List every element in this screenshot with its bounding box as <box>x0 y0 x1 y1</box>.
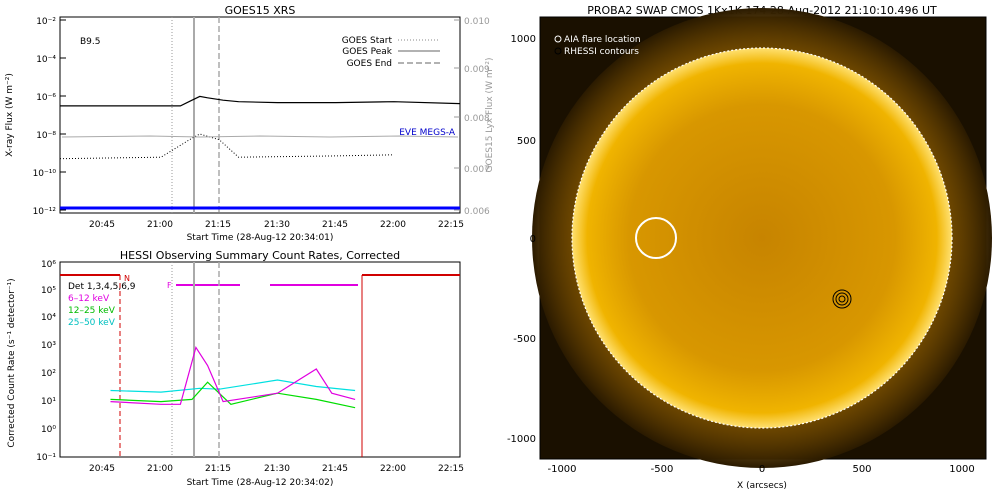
goes-legend-start: GOES Start <box>342 36 393 46</box>
hessi-yt-3: 10² <box>41 369 56 379</box>
goes-legend-end: GOES End <box>347 59 392 69</box>
swap-panel: PROBA2 SWAP CMOS 1Kx1K 174 28-Aug-2012 2… <box>507 4 992 491</box>
hessi-series-6-12 <box>110 345 356 405</box>
goes-xt-6: 22:15 <box>438 220 464 230</box>
goes-yt-5: 10⁻² <box>36 17 56 27</box>
swap-yt-4: -1000 <box>507 434 536 445</box>
legend-rhessi-label: RHESSI contours <box>564 47 639 57</box>
solar-limb-line <box>571 47 953 429</box>
swap-yt-0: 1000 <box>511 34 536 45</box>
hessi-title: HESSI Observing Summary Count Rates, Cor… <box>120 249 400 262</box>
goes-long-channel-line <box>60 95 461 107</box>
hessi-xt-5: 22:00 <box>380 464 406 474</box>
legend-aia-icon <box>554 35 562 43</box>
goes-xt-3: 21:30 <box>264 220 290 230</box>
hessi-yt-1: 10⁰ <box>41 425 56 435</box>
goes-ylabel-left: X-ray Flux (W m⁻²) <box>5 73 15 157</box>
swap-xt-1: -500 <box>651 464 674 475</box>
hessi-legend-0: 6–12 keV <box>68 294 110 304</box>
hessi-panel: HESSI Observing Summary Count Rates, Cor… <box>7 249 464 488</box>
hessi-xt-4: 21:45 <box>322 464 348 474</box>
swap-xt-0: -1000 <box>547 464 576 475</box>
goes-legend-peak: GOES Peak <box>342 47 392 57</box>
hessi-yt-0: 10⁻¹ <box>36 453 56 463</box>
hessi-xt-2: 21:15 <box>205 464 231 474</box>
hessi-flag-n: N <box>124 274 130 283</box>
swap-yt-2: 0 <box>530 234 536 245</box>
goes-plot-frame <box>59 16 461 214</box>
hessi-xt-3: 21:30 <box>264 464 290 474</box>
hessi-y-axis: 10⁻¹ 10⁰ 10¹ 10² 10³ 10⁴ 10⁵ 10⁶ <box>36 260 56 463</box>
hessi-yt-4: 10³ <box>41 341 56 351</box>
hessi-xt-1: 21:00 <box>147 464 173 474</box>
hessi-yt-2: 10¹ <box>41 397 56 407</box>
hessi-xlabel: Start Time (28-Aug-12 20:34:02) <box>187 478 334 488</box>
goes-short-channel-line <box>59 133 395 160</box>
hessi-xt-0: 20:45 <box>89 464 115 474</box>
goes-yt-4: 10⁻⁴ <box>36 55 56 65</box>
goes-yr-3: 0.009 <box>464 65 490 75</box>
goes-ylabel-right: GOES15 Lyx Flux (W m⁻²) <box>485 58 495 173</box>
hessi-plot-frame <box>59 261 461 458</box>
goes-legend: GOES Start GOES Peak GOES End <box>342 36 440 69</box>
hessi-xt-6: 22:15 <box>438 464 464 474</box>
goes-yt-2: 10⁻⁸ <box>36 131 56 141</box>
rhessi-contours <box>832 289 852 309</box>
goes-yr-0: 0.006 <box>464 207 490 217</box>
goes-right-axis: 0.006 0.007 0.008 0.009 0.010 <box>454 17 490 217</box>
goes-panel: GOES15 XRS 10⁻¹² 10⁻¹⁰ 10⁻⁸ 10⁻⁶ 10⁻⁴ 10… <box>5 4 495 243</box>
swap-yt-3: -500 <box>513 334 536 345</box>
hessi-det-label: Det 1,3,4,5,6,9 <box>68 282 136 292</box>
legend-aia-label: AIA flare location <box>564 35 641 45</box>
hessi-yt-7: 10⁶ <box>41 260 56 270</box>
hessi-ylabel: Corrected Count Rate (s⁻¹ detector⁻¹) <box>7 278 17 447</box>
swap-yt-1: 500 <box>517 136 536 147</box>
hessi-yt-6: 10⁵ <box>41 286 56 296</box>
swap-y-axis: 1000 500 0 -500 -1000 <box>507 34 536 445</box>
goes-xt-2: 21:15 <box>205 220 231 230</box>
hessi-legend-1: 12–25 keV <box>68 306 116 316</box>
goes-title: GOES15 XRS <box>225 4 296 17</box>
hessi-x-axis: 20:45 21:00 21:15 21:30 21:45 22:00 22:1… <box>89 464 464 474</box>
goes-left-axis: 10⁻¹² 10⁻¹⁰ 10⁻⁸ 10⁻⁶ 10⁻⁴ 10⁻² <box>33 17 66 217</box>
goes-xt-4: 21:45 <box>322 220 348 230</box>
goes-xt-1: 21:00 <box>147 220 173 230</box>
hessi-series-25-50 <box>110 379 356 393</box>
goes-xlabel: Start Time (28-Aug-12 20:34:01) <box>187 233 334 243</box>
goes-lyx-line <box>61 135 459 138</box>
swap-xt-2: 0 <box>759 464 765 475</box>
goes-x-axis: 20:45 21:00 21:15 21:30 21:45 22:00 22:1… <box>89 220 464 230</box>
legend-rhessi-icon <box>554 47 562 55</box>
goes-yt-3: 10⁻⁶ <box>36 93 56 103</box>
eve-megs-label: EVE MEGS-A <box>399 128 456 138</box>
hessi-yt-5: 10⁴ <box>41 313 56 323</box>
swap-xlabel: X (arcsecs) <box>737 481 787 491</box>
goes-yr-2: 0.008 <box>464 114 490 124</box>
goes-yr-4: 0.010 <box>464 17 490 27</box>
swap-xt-3: 500 <box>852 464 871 475</box>
goes-yt-0: 10⁻¹² <box>33 207 57 217</box>
goes-xt-0: 20:45 <box>89 220 115 230</box>
aia-flare-location-circle <box>635 217 677 259</box>
hessi-flag-f: F <box>167 281 172 290</box>
goes-class-label: B9.5 <box>80 37 101 47</box>
solar-disk <box>572 48 952 428</box>
goes-xt-5: 22:00 <box>380 220 406 230</box>
swap-xt-4: 1000 <box>949 464 974 475</box>
hessi-legend-2: 25–50 keV <box>68 318 116 328</box>
swap-x-axis: -1000 -500 0 500 1000 <box>547 464 974 475</box>
goes-yt-1: 10⁻¹⁰ <box>33 169 57 179</box>
goes-yr-1: 0.007 <box>464 165 490 175</box>
